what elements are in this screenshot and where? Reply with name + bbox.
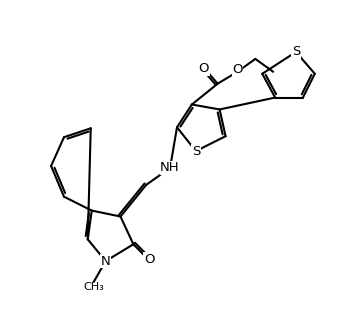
Text: O: O xyxy=(144,253,154,266)
Text: O: O xyxy=(232,63,243,76)
Text: CH₃: CH₃ xyxy=(83,282,104,292)
Text: N: N xyxy=(101,255,110,268)
Text: O: O xyxy=(199,62,209,75)
Text: S: S xyxy=(192,145,200,158)
Text: S: S xyxy=(292,46,300,58)
Text: NH: NH xyxy=(160,162,180,174)
